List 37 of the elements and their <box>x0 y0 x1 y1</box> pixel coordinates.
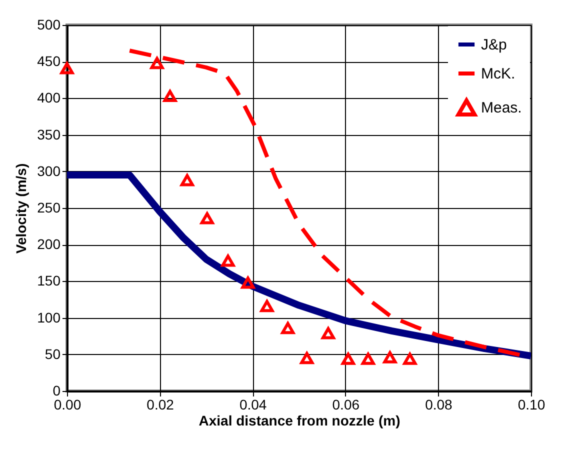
x-tick-label: 0.02 <box>146 396 174 412</box>
point <box>241 276 255 289</box>
y-tick-label: 150 <box>37 272 61 289</box>
y-tick-label: 350 <box>37 126 61 142</box>
legend-label: Meas. <box>481 100 522 116</box>
y-tick-label: 500 <box>37 16 61 32</box>
point <box>60 62 74 74</box>
legend-label: J&p <box>481 36 507 54</box>
point <box>260 300 274 312</box>
point <box>383 351 397 364</box>
point <box>341 352 355 365</box>
y-tick-label: 0 <box>52 382 61 398</box>
point <box>281 322 295 334</box>
point <box>200 212 214 224</box>
y-tick-label: 400 <box>37 90 61 106</box>
x-tick-label: 0.06 <box>332 396 360 412</box>
x-tick-label: 0.10 <box>518 396 546 412</box>
y-axis-title: Velocity (m/s) <box>13 163 30 254</box>
point <box>361 352 375 365</box>
x-axis-title: Axial distance from nozzle (m) <box>198 412 400 428</box>
point <box>403 352 417 365</box>
legend-label: McK. <box>481 66 516 82</box>
x-tick-label: 0.04 <box>239 396 267 412</box>
point <box>163 90 177 102</box>
y-tick-label: 100 <box>37 309 61 326</box>
point <box>221 254 235 267</box>
point <box>300 352 314 364</box>
y-tick-label: 300 <box>37 162 61 179</box>
y-tick-label: 250 <box>37 200 61 216</box>
x-tick-label: 0.08 <box>425 396 453 412</box>
point <box>321 327 335 340</box>
y-tick-label: 200 <box>37 236 61 252</box>
point <box>150 57 164 70</box>
y-tick-label: 50 <box>44 346 61 362</box>
y-tick-label: 450 <box>37 53 61 70</box>
point <box>180 174 194 186</box>
x-tick-label: 0.00 <box>54 396 82 412</box>
